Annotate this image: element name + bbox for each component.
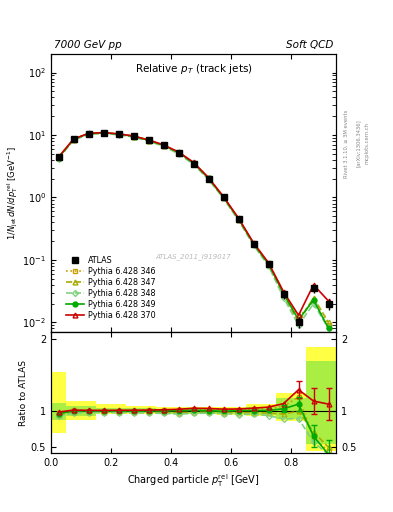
Text: Soft QCD: Soft QCD (286, 40, 333, 50)
Text: mcplots.cern.ch: mcplots.cern.ch (365, 122, 370, 164)
Legend: ATLAS, Pythia 6.428 346, Pythia 6.428 347, Pythia 6.428 348, Pythia 6.428 349, P: ATLAS, Pythia 6.428 346, Pythia 6.428 34… (64, 253, 158, 323)
Text: Relative $p_T$ (track jets): Relative $p_T$ (track jets) (135, 62, 252, 76)
Text: Rivet 3.1.10, ≥ 3M events: Rivet 3.1.10, ≥ 3M events (344, 109, 349, 178)
Text: ATLAS_2011_I919017: ATLAS_2011_I919017 (156, 253, 231, 260)
Text: 7000 GeV pp: 7000 GeV pp (54, 40, 122, 50)
Y-axis label: $1/N_{\mathrm{jet}}\,dN/dp_{\mathrm{T}}^{\mathrm{rel}}$ [GeV$^{-1}$]: $1/N_{\mathrm{jet}}\,dN/dp_{\mathrm{T}}^… (5, 146, 20, 240)
X-axis label: Charged particle $p_{\mathrm{T}}^{\mathrm{rel}}$ [GeV]: Charged particle $p_{\mathrm{T}}^{\mathr… (127, 472, 260, 489)
Text: [arXiv:1306.3436]: [arXiv:1306.3436] (356, 119, 361, 167)
Y-axis label: Ratio to ATLAS: Ratio to ATLAS (19, 359, 28, 425)
